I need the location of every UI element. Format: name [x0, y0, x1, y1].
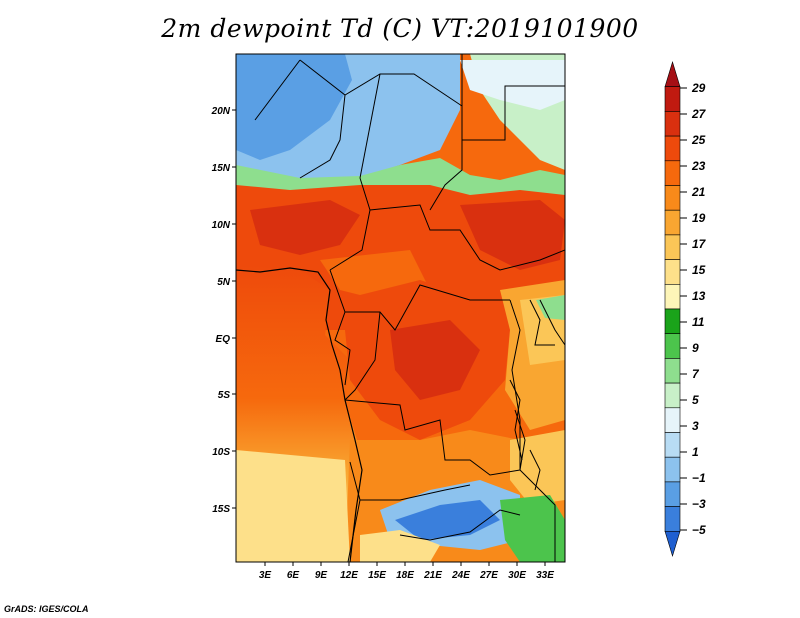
border-kenya	[539, 299, 565, 346]
lon-label: 3E	[259, 570, 272, 581]
lake-malawi	[529, 449, 541, 491]
colorbar-segment	[664, 358, 681, 384]
field-sahara-dark	[236, 54, 352, 160]
colorbar-label: −1	[692, 471, 706, 485]
lon-label: 6E	[287, 570, 300, 581]
border-chad-sudan	[429, 106, 463, 211]
field-southwest-pale	[236, 450, 350, 562]
border-botswana	[399, 509, 521, 541]
longitude-axis: 3E 6E 9E 12E 15E 18E 21E 24E 27E 30E 33E	[259, 562, 554, 581]
colorbar-label: 29	[691, 81, 706, 95]
colorbar-segment	[664, 86, 681, 112]
colorbar-segments	[664, 60, 681, 558]
lat-label: 5N	[217, 277, 231, 288]
colorbar-segment	[664, 530, 681, 558]
lat-label: 20N	[211, 106, 231, 117]
lon-label: 18E	[396, 570, 414, 581]
colorbar-label: 25	[691, 133, 706, 147]
border-north	[299, 54, 463, 107]
colorbar-label: 1	[692, 445, 699, 459]
colorbar-segment	[664, 407, 681, 433]
border-mozambique	[519, 469, 556, 562]
colorbar-segment	[664, 432, 681, 458]
colorbar-labels: 29 27 25 23 21 19 17 15 13 11 9 7 5 3 1 …	[691, 81, 707, 537]
lon-label: 9E	[315, 570, 328, 581]
colorbar-segment	[664, 283, 681, 310]
grads-credit: GrADS: IGES/COLA	[4, 604, 89, 614]
chart-title: 2m dewpoint Td (C) VT:2019101900	[161, 14, 639, 43]
colorbar-segment	[664, 382, 681, 409]
lon-label: 33E	[536, 570, 554, 581]
field-west-core	[250, 200, 360, 255]
colorbar-segment	[664, 185, 681, 211]
colorbar-label: 27	[691, 107, 707, 121]
colorbar-label: 9	[692, 341, 699, 355]
border-northwest	[254, 59, 301, 121]
border-drc-east	[509, 299, 521, 470]
border-nigeria	[329, 177, 371, 271]
lat-label: 10S	[212, 447, 230, 458]
field-north-pale	[460, 60, 565, 110]
lon-label: 24E	[451, 570, 470, 581]
colorbar-label: −3	[692, 497, 706, 511]
colorbar-label: 21	[691, 185, 706, 199]
dewpoint-field	[236, 54, 565, 562]
lon-label: 30E	[508, 570, 526, 581]
colorbar-segment	[664, 111, 681, 137]
colorbar-segment	[664, 506, 681, 532]
border-namibia	[360, 484, 471, 501]
colorbar-segment	[664, 456, 681, 483]
border-uganda	[529, 299, 555, 346]
lon-label: 21E	[423, 570, 442, 581]
lat-label: EQ	[216, 334, 231, 345]
lat-label: 15N	[212, 163, 231, 174]
colorbar-segment	[664, 308, 681, 335]
field-highland-green	[536, 295, 565, 320]
coastline-atlantic	[236, 267, 363, 562]
border-mali-niger	[299, 94, 346, 179]
colorbar-label: −5	[692, 523, 706, 537]
colorbar-segment	[664, 333, 681, 359]
colorbar-segment	[664, 209, 681, 236]
colorbar-label: 15	[692, 263, 706, 277]
lon-label: 27E	[479, 570, 498, 581]
border-congo	[344, 311, 381, 401]
field-southeast-green	[500, 495, 565, 562]
lake-tanganyika	[509, 379, 523, 461]
lat-label: 5S	[218, 390, 231, 401]
lat-label: 10N	[212, 220, 231, 231]
map-frame	[235, 53, 566, 563]
colorbar-label: 17	[692, 237, 707, 251]
latitude-axis: 20N 15N 10N 5N EQ 5S 10S 15S	[211, 106, 236, 515]
colorbar-label: 3	[692, 419, 699, 433]
field-south-dark-blue	[395, 500, 500, 540]
border-gabon	[334, 311, 351, 386]
colorbar-segment	[664, 160, 681, 186]
colorbar-label: 11	[692, 315, 705, 329]
border-car	[369, 204, 565, 271]
field-east-core	[460, 200, 565, 270]
border-egypt	[462, 85, 565, 141]
colorbar: 29 27 25 23 21 19 17 15 13 11 9 7 5 3 1 …	[664, 60, 707, 558]
colorbar-segment	[664, 234, 681, 260]
colorbar-segment	[664, 481, 681, 507]
country-borders	[254, 54, 565, 562]
colorbar-label: 23	[691, 159, 706, 173]
colorbar-segment	[664, 60, 681, 87]
colorbar-segment	[664, 259, 681, 285]
border-niger-chad	[359, 73, 381, 179]
field-sahel-green	[236, 158, 565, 195]
colorbar-ticks	[680, 87, 687, 531]
colorbar-segment	[664, 135, 681, 162]
lon-label: 12E	[340, 570, 358, 581]
colorbar-label: 19	[692, 211, 706, 225]
colorbar-label: 7	[692, 367, 700, 381]
field-congo-core	[390, 320, 480, 400]
border-drc-south	[344, 399, 521, 476]
colorbar-label: 5	[692, 393, 699, 407]
lon-label: 15E	[368, 570, 386, 581]
lat-label: 15S	[212, 504, 230, 515]
colorbar-label: 13	[692, 289, 706, 303]
